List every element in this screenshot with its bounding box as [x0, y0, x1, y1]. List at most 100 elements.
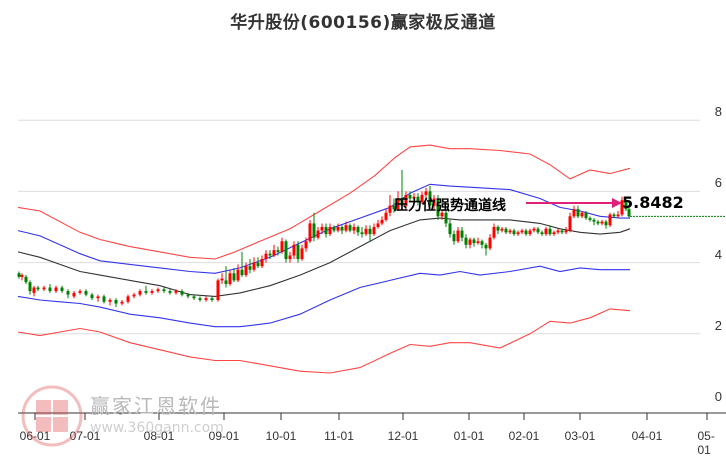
x-tick-label: 12-01: [387, 429, 419, 443]
candle: [240, 269, 244, 276]
candle: [412, 196, 416, 199]
candle: [592, 219, 596, 222]
candle: [174, 291, 178, 293]
candle: [268, 253, 272, 256]
candle: [568, 216, 572, 231]
candle: [340, 227, 344, 231]
candle: [138, 291, 142, 295]
candle: [620, 200, 624, 215]
channel-bands: [17, 144, 631, 374]
y-tick-label: 4: [714, 246, 722, 262]
candle: [90, 294, 94, 299]
candle: [66, 291, 70, 295]
annotation-arrow: [526, 198, 622, 208]
candle: [20, 275, 24, 277]
candle: [368, 228, 372, 235]
candle: [424, 191, 428, 195]
x-tick-label: 10-01: [265, 429, 297, 443]
candle: [228, 273, 232, 284]
candle: [420, 194, 424, 203]
candle: [496, 227, 500, 231]
candle: [224, 280, 228, 284]
candle: [512, 230, 516, 235]
candle: [436, 198, 440, 217]
x-tick-label: 07-01: [69, 429, 101, 443]
candle: [356, 227, 360, 233]
candle: [120, 301, 124, 304]
candle: [344, 225, 348, 231]
candle: [552, 232, 556, 235]
candle: [150, 291, 154, 293]
candle: [17, 273, 21, 277]
candle: [608, 214, 612, 226]
candle: [288, 255, 292, 260]
watermark-brand: 赢家江恩软件: [90, 394, 222, 418]
annotation-label: 压力位强势通道线: [394, 198, 506, 214]
candlesticks: [17, 170, 631, 308]
candle: [42, 287, 46, 290]
candle: [316, 230, 320, 238]
candle: [468, 239, 472, 245]
candle: [96, 296, 100, 299]
candle: [596, 221, 600, 224]
candle: [388, 205, 392, 213]
candle: [408, 194, 412, 199]
candle: [328, 227, 332, 235]
band-outer_lower: [17, 308, 631, 374]
candle: [476, 241, 480, 244]
candle: [508, 230, 512, 233]
candle: [144, 291, 148, 293]
candle: [256, 262, 260, 267]
band-middle: [17, 217, 631, 297]
candle: [24, 276, 28, 283]
candle: [484, 244, 488, 249]
candle: [308, 223, 312, 242]
y-tick-label: 2: [714, 317, 722, 333]
candle: [400, 198, 404, 206]
candle: [332, 227, 336, 231]
candle: [448, 223, 452, 235]
candle: [32, 287, 36, 293]
candle: [472, 239, 476, 244]
candle: [460, 230, 464, 238]
candle: [456, 230, 460, 242]
chart-title: 华升股份(600156)赢家极反通道: [230, 13, 496, 33]
candle: [204, 298, 208, 300]
candle: [156, 289, 160, 292]
candle: [532, 228, 536, 231]
x-tick-label: 09-01: [208, 429, 240, 443]
candle: [54, 287, 58, 292]
candle: [536, 228, 540, 233]
candle: [36, 287, 40, 290]
x-tick-label: 01-01: [453, 429, 485, 443]
candle: [396, 198, 400, 210]
x-axis: [18, 412, 726, 420]
candle: [336, 227, 340, 231]
candle: [548, 228, 552, 235]
candle: [488, 237, 492, 249]
candle: [72, 292, 76, 297]
candle: [192, 296, 196, 299]
candle: [520, 230, 524, 233]
candle: [432, 198, 436, 206]
band-inner_upper: [17, 183, 630, 274]
band-outer_upper: [17, 144, 631, 260]
candle: [320, 227, 324, 231]
candle: [352, 227, 356, 231]
candle: [604, 221, 608, 226]
y-tick-label: 0: [714, 389, 722, 404]
candle: [576, 209, 580, 217]
candle: [528, 230, 532, 235]
candle: [216, 280, 220, 300]
candle: [580, 212, 584, 217]
candle: [284, 241, 288, 260]
candle: [540, 232, 544, 235]
candle: [444, 212, 448, 224]
candle: [600, 221, 604, 224]
candle: [186, 294, 190, 297]
candle: [500, 228, 504, 231]
candle: [168, 291, 172, 293]
x-tick-label: 08-01: [143, 429, 175, 443]
candle: [584, 212, 588, 219]
candle: [264, 253, 268, 260]
